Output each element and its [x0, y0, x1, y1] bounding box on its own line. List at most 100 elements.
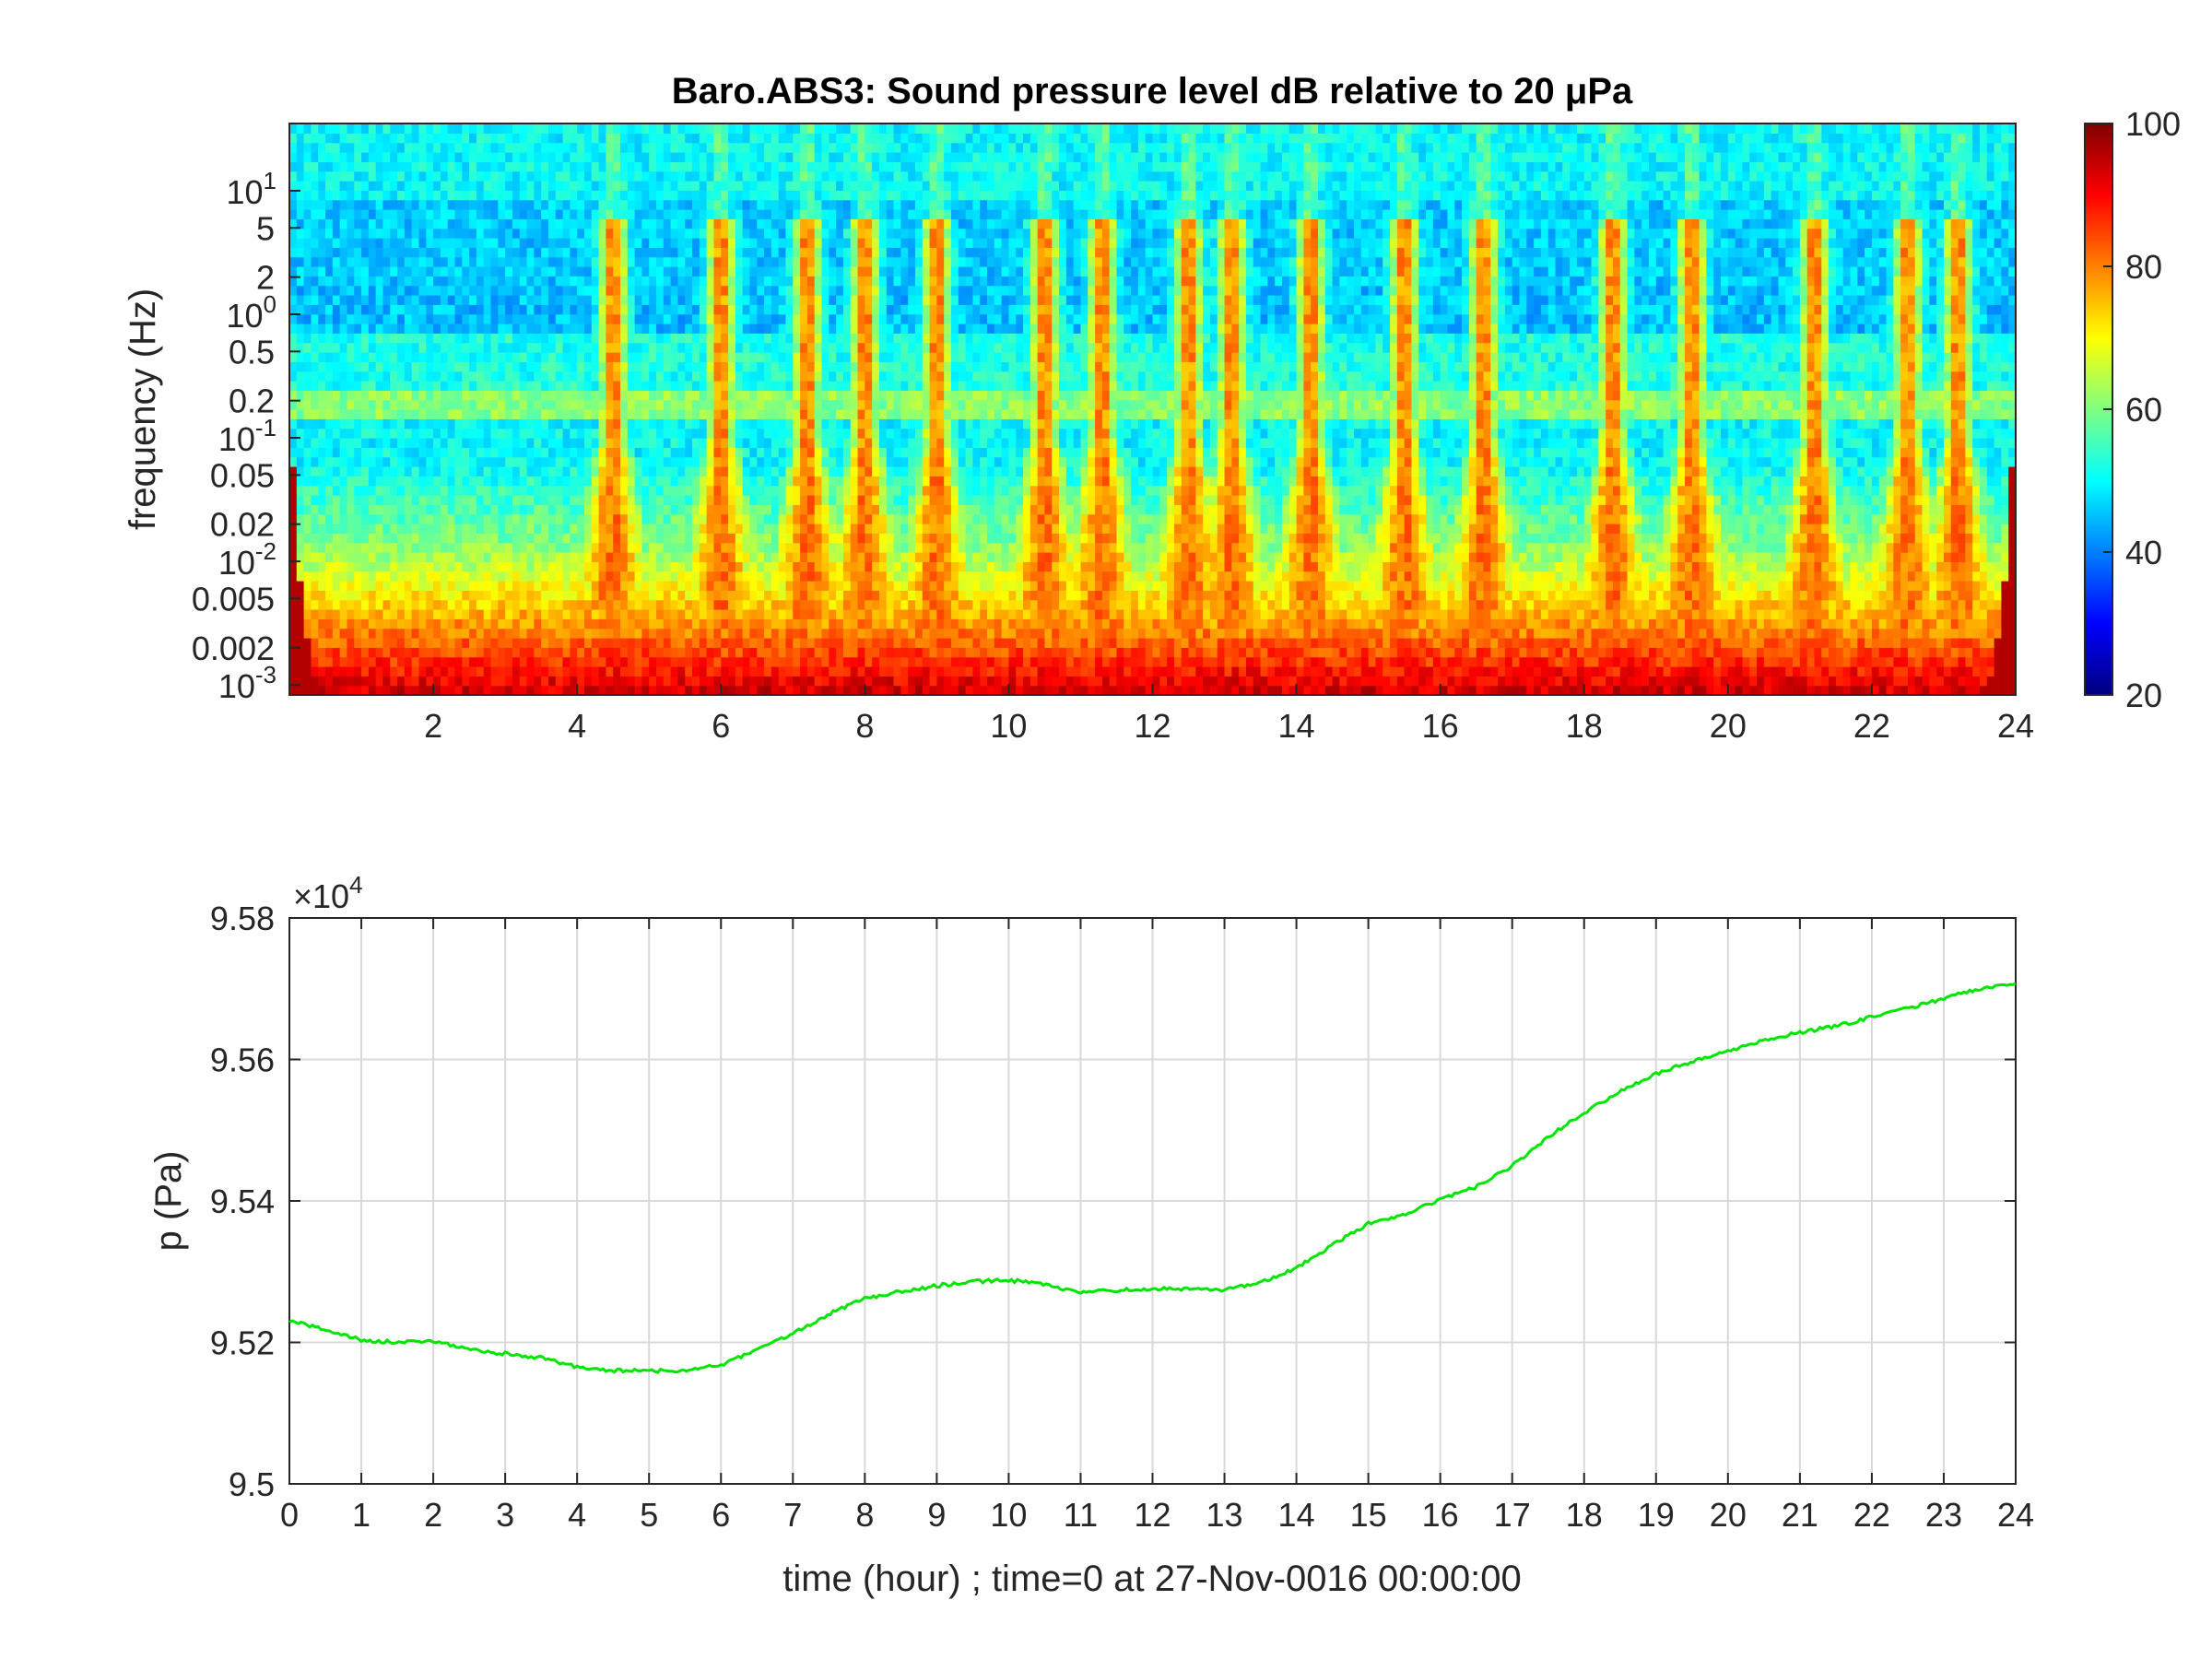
- spectrogram-cell: [1354, 656, 1362, 667]
- spectrogram-cell: [1900, 552, 1909, 562]
- spectrogram-cell: [375, 524, 384, 534]
- spectrogram-cell: [1332, 524, 1340, 534]
- spectrogram-cell: [347, 542, 355, 553]
- spectrogram-cell: [577, 513, 585, 524]
- spectrogram-cell: [994, 561, 1003, 572]
- spectrogram-cell: [1929, 618, 1937, 629]
- spectrogram-cell: [735, 628, 744, 639]
- spectrogram-cell: [418, 504, 427, 515]
- spectrogram-cell: [289, 656, 298, 667]
- spectrogram-cell: [735, 552, 744, 562]
- spectrogram-cell: [1519, 495, 1527, 505]
- spectrogram-cell: [1209, 504, 1218, 515]
- spectrogram-cell: [1426, 581, 1434, 591]
- spectrogram-cell: [1375, 656, 1383, 667]
- spectrogram-cell: [1173, 561, 1182, 572]
- spectrogram-cell: [296, 513, 305, 524]
- spectrogram-cell: [1576, 524, 1585, 534]
- spectrogram-cell: [1986, 552, 1995, 562]
- spectrogram-cell: [1131, 590, 1139, 601]
- spectrogram-cell: [1821, 609, 1830, 619]
- spectrogram-cell: [1634, 618, 1642, 629]
- spectrogram-cell: [1570, 513, 1578, 524]
- spectrogram-cell: [382, 495, 391, 505]
- spectrogram-cell: [526, 666, 535, 677]
- spectrogram-cell: [699, 533, 708, 544]
- spectrogram-cell: [1152, 571, 1160, 582]
- spectrogram-cell: [1267, 599, 1276, 610]
- spectrogram-cell: [893, 599, 901, 610]
- spectrogram-cell: [1598, 666, 1606, 677]
- spectrogram-cell: [785, 609, 794, 619]
- spectrogram-cell: [692, 561, 700, 572]
- spectrogram-cell: [1763, 552, 1772, 562]
- spectrogram-cell: [814, 495, 823, 505]
- spectrogram-cell: [1008, 647, 1017, 658]
- spectrogram-cell: [1281, 561, 1290, 572]
- spectrogram-cell: [1929, 542, 1937, 553]
- spectrogram-cell: [476, 628, 485, 639]
- spectrogram-cell: [1181, 581, 1190, 591]
- spectrogram-cell: [1583, 590, 1593, 601]
- spectrogram-cell: [289, 513, 298, 524]
- spectrogram-cell: [944, 542, 952, 553]
- spectrogram-cell: [583, 599, 593, 610]
- spectrogram-cell: [1454, 513, 1463, 524]
- spectrogram-cell: [318, 666, 326, 677]
- spectrogram-cell: [1814, 666, 1822, 677]
- spectrogram-cell: [526, 609, 535, 619]
- spectrogram-cell: [1116, 609, 1124, 619]
- spectrogram-cell: [1037, 533, 1046, 544]
- spectrogram-cell: [1619, 504, 1629, 515]
- spectrogram-cell: [619, 561, 629, 572]
- spectrogram-cell: [1641, 571, 1650, 582]
- spectrogram-cell: [1627, 656, 1635, 667]
- spectrogram-cell: [469, 599, 477, 610]
- spectrogram-cell: [1231, 571, 1240, 582]
- spectrogram-cell: [793, 628, 801, 639]
- spectrogram-cell: [764, 666, 772, 677]
- spectrogram-cell: [505, 495, 513, 505]
- spectrogram-cell: [1253, 581, 1262, 591]
- spectrogram-cell: [922, 666, 931, 677]
- spectrogram-cell: [1735, 524, 1744, 534]
- spectrogram-cell: [1900, 656, 1909, 667]
- spectrogram-cell: [1418, 685, 1427, 695]
- spectrogram-cell: [721, 571, 729, 582]
- spectrogram-cell: [793, 638, 801, 648]
- spectrogram-cell: [339, 628, 348, 639]
- spectrogram-cell: [1016, 656, 1024, 667]
- spectrogram-cell: [1375, 533, 1383, 544]
- spectrogram-cell: [1239, 504, 1247, 515]
- spectrogram-cell: [303, 571, 312, 582]
- spectrogram-cell: [958, 628, 967, 639]
- spectrogram-cell: [476, 571, 485, 582]
- spectrogram-cell: [1793, 561, 1801, 572]
- spectrogram-cell: [1886, 542, 1894, 553]
- spectrogram-cell: [1641, 628, 1650, 639]
- spectrogram-cell: [1490, 542, 1499, 553]
- spectrogram-cell: [505, 656, 513, 667]
- spectrogram-cell: [1239, 609, 1247, 619]
- spectrogram-cell: [728, 513, 736, 524]
- spectrogram-cell: [1368, 504, 1377, 515]
- spectrogram-cell: [656, 513, 665, 524]
- spectrogram-cell: [613, 542, 621, 553]
- spectrogram-cell: [541, 676, 549, 687]
- spectrogram-cell: [1001, 609, 1010, 619]
- spectrogram-cell: [1922, 504, 1930, 515]
- spectrogram-cell: [677, 552, 686, 562]
- spectrogram-cell: [1288, 552, 1298, 562]
- spectrogram-cell: [1065, 609, 1075, 619]
- spectrogram-cell: [1540, 656, 1549, 667]
- spectrogram-cell: [1979, 685, 1988, 695]
- spectrogram-cell: [1793, 628, 1801, 639]
- spectrogram-cell: [1360, 590, 1370, 601]
- spectrogram-cell: [1195, 676, 1204, 687]
- spectrogram-cell: [1641, 599, 1650, 610]
- spectrogram-cell: [1950, 581, 1959, 591]
- spectrogram-cell: [318, 561, 326, 572]
- spectrogram-cell: [1498, 524, 1506, 534]
- spectrogram-cell: [1757, 590, 1765, 601]
- spectrogram-cell: [806, 618, 816, 629]
